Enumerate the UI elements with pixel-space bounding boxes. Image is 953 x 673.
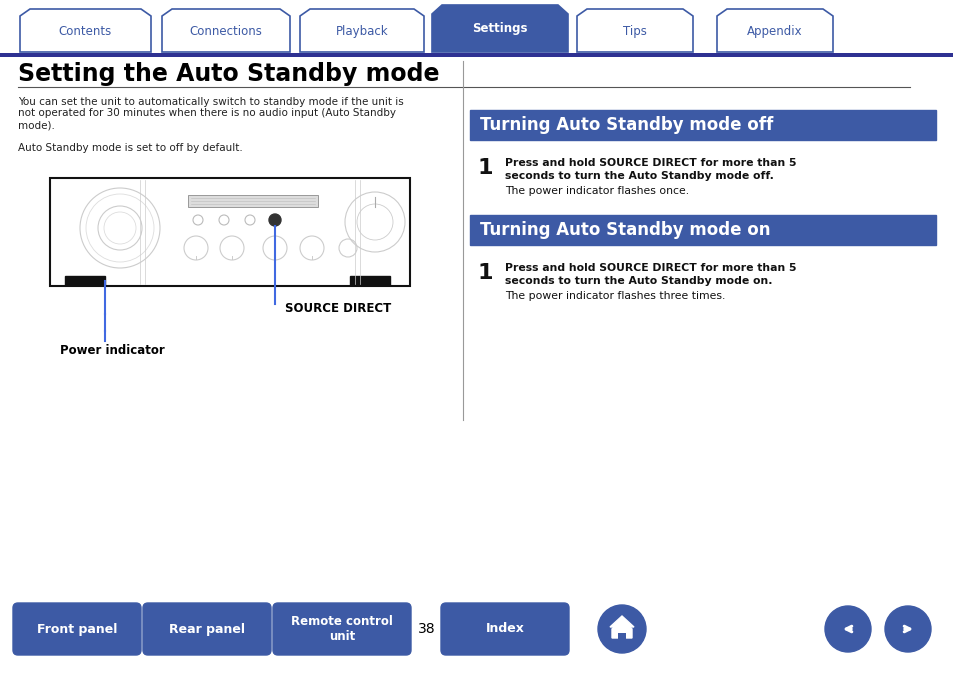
Text: Settings: Settings: [472, 22, 527, 35]
Circle shape: [824, 606, 870, 652]
FancyBboxPatch shape: [143, 603, 271, 655]
Text: Remote control
unit: Remote control unit: [291, 615, 393, 643]
FancyBboxPatch shape: [440, 603, 568, 655]
Text: Playback: Playback: [335, 25, 388, 38]
Text: Power indicator: Power indicator: [60, 344, 165, 357]
Text: 38: 38: [417, 622, 436, 636]
Text: Turning Auto Standby mode off: Turning Auto Standby mode off: [479, 116, 773, 134]
Circle shape: [269, 214, 281, 226]
Bar: [65, 276, 105, 285]
Bar: [470, 215, 935, 245]
Polygon shape: [432, 5, 567, 52]
Text: SOURCE DIRECT: SOURCE DIRECT: [285, 302, 391, 314]
Polygon shape: [20, 9, 151, 52]
Text: Auto Standby mode is set to off by default.: Auto Standby mode is set to off by defau…: [18, 143, 242, 153]
Bar: [350, 276, 390, 285]
FancyBboxPatch shape: [273, 603, 411, 655]
Text: 1: 1: [477, 158, 493, 178]
Circle shape: [598, 605, 645, 653]
Text: Press and hold SOURCE DIRECT for more than 5: Press and hold SOURCE DIRECT for more th…: [504, 158, 796, 168]
Text: seconds to turn the Auto Standby mode off.: seconds to turn the Auto Standby mode of…: [504, 171, 773, 181]
Text: The power indicator flashes once.: The power indicator flashes once.: [504, 186, 688, 196]
Polygon shape: [609, 616, 634, 627]
Text: The power indicator flashes three times.: The power indicator flashes three times.: [504, 291, 724, 301]
Polygon shape: [612, 619, 631, 638]
Text: Turning Auto Standby mode on: Turning Auto Standby mode on: [479, 221, 770, 239]
Text: Appendix: Appendix: [746, 25, 802, 38]
Polygon shape: [299, 9, 423, 52]
Bar: [0, 53, 953, 57]
Text: Press and hold SOURCE DIRECT for more than 5: Press and hold SOURCE DIRECT for more th…: [504, 263, 796, 273]
Text: You can set the unit to automatically switch to standby mode if the unit is: You can set the unit to automatically sw…: [18, 97, 403, 107]
Bar: [188, 195, 317, 207]
Text: Contents: Contents: [59, 25, 112, 38]
Polygon shape: [717, 9, 832, 52]
Text: Connections: Connections: [190, 25, 262, 38]
Bar: [618, 633, 625, 641]
Text: Tips: Tips: [622, 25, 646, 38]
Text: Setting the Auto Standby mode: Setting the Auto Standby mode: [18, 62, 439, 86]
Bar: [50, 178, 410, 286]
Polygon shape: [162, 9, 290, 52]
Text: 1: 1: [477, 263, 493, 283]
Text: Rear panel: Rear panel: [169, 623, 245, 635]
Text: Index: Index: [485, 623, 524, 635]
Text: mode).: mode).: [18, 120, 55, 130]
Text: seconds to turn the Auto Standby mode on.: seconds to turn the Auto Standby mode on…: [504, 276, 772, 286]
Polygon shape: [577, 9, 692, 52]
Bar: [470, 110, 935, 140]
Circle shape: [884, 606, 930, 652]
Text: not operated for 30 minutes when there is no audio input (Auto Standby: not operated for 30 minutes when there i…: [18, 108, 395, 118]
FancyBboxPatch shape: [13, 603, 141, 655]
Text: Front panel: Front panel: [37, 623, 117, 635]
